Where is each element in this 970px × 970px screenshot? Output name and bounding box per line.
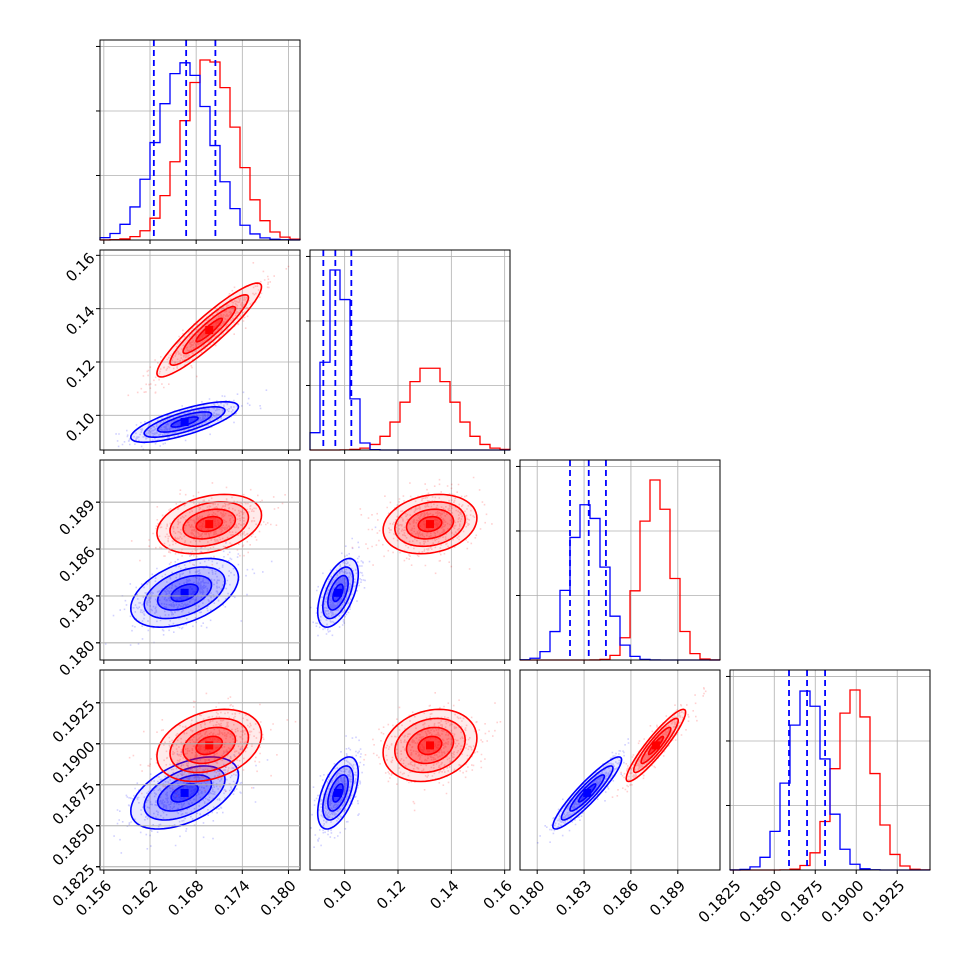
scatter-panel-2-1 bbox=[96, 459, 511, 664]
panel-frame bbox=[309, 669, 511, 871]
x-tick-label: 0.162 bbox=[118, 877, 161, 920]
y-tick-label: 0.1850 bbox=[49, 820, 99, 870]
peak-blue bbox=[180, 788, 189, 797]
y-tick-label: 0.180 bbox=[55, 637, 98, 680]
hist-panel-2 bbox=[516, 459, 721, 664]
x-tick-label: 0.168 bbox=[164, 877, 207, 920]
scatter-panel-1-0: 0.10 0.12 0.14 0.16 bbox=[62, 249, 301, 454]
histogram-blue bbox=[729, 690, 930, 871]
y-tick-label: 0.183 bbox=[55, 590, 98, 633]
x-tick-label: 0.1825 bbox=[695, 877, 745, 927]
x-tick-label: 0.183 bbox=[552, 877, 595, 920]
peak-red bbox=[651, 741, 660, 750]
panel-frame bbox=[309, 249, 511, 451]
y-tick-label: 0.186 bbox=[55, 543, 98, 586]
panel-frame bbox=[519, 459, 721, 661]
x-tick-label: 0.1850 bbox=[736, 877, 786, 927]
x-tick-label: 0.186 bbox=[599, 877, 642, 920]
histogram-blue bbox=[309, 269, 510, 451]
x-tick-label: 0.1875 bbox=[777, 877, 827, 927]
panel-frame bbox=[99, 459, 301, 661]
panel-content bbox=[310, 692, 502, 848]
panel-content bbox=[115, 262, 290, 450]
y-tick-label: 0.14 bbox=[62, 302, 98, 338]
panel-content bbox=[113, 692, 297, 854]
peak-red bbox=[205, 326, 214, 334]
x-tick-label: 0.189 bbox=[646, 877, 689, 920]
x-tick-label: 0.1900 bbox=[818, 877, 868, 927]
panel-frame bbox=[519, 669, 721, 871]
x-tick-label: 0.180 bbox=[257, 877, 300, 920]
peak-red bbox=[205, 741, 214, 750]
histogram-red bbox=[99, 59, 301, 241]
y-tick-label: 0.16 bbox=[62, 249, 98, 285]
peak-blue bbox=[334, 788, 342, 797]
panel-frame bbox=[729, 669, 931, 871]
peak-red bbox=[426, 520, 434, 529]
y-tick-label: 0.12 bbox=[62, 356, 98, 392]
x-tick-label: 0.1925 bbox=[859, 877, 909, 927]
histogram-blue bbox=[99, 62, 301, 241]
panel-content bbox=[310, 476, 493, 637]
peak-red bbox=[205, 520, 214, 529]
panel-frame bbox=[99, 249, 301, 451]
x-tick-label: 0.14 bbox=[426, 877, 462, 913]
histogram-red bbox=[309, 367, 511, 451]
panel-frame bbox=[309, 459, 511, 661]
y-tick-label: 0.10 bbox=[62, 409, 98, 445]
y-tick-label: 0.1900 bbox=[49, 738, 99, 788]
peak-red bbox=[426, 741, 434, 750]
y-tick-label: 0.1875 bbox=[49, 779, 99, 829]
peak-blue bbox=[583, 788, 592, 797]
panel-frame bbox=[99, 669, 301, 871]
y-tick-label: 0.1925 bbox=[49, 697, 99, 747]
panel-content bbox=[536, 687, 707, 844]
x-tick-label: 0.10 bbox=[320, 877, 356, 913]
x-tick-label: 0.180 bbox=[505, 877, 548, 920]
panel-frame bbox=[99, 39, 301, 241]
scatter-panel-3-0: 0.156 0.162 0.168 0.174 0.1800.18250.18500.1… bbox=[49, 669, 301, 920]
x-tick-label: 0.174 bbox=[211, 877, 254, 920]
x-tick-label: 0.12 bbox=[373, 877, 409, 913]
peak-blue bbox=[180, 588, 189, 597]
hist-panel-1 bbox=[306, 249, 511, 454]
peak-blue bbox=[180, 418, 189, 426]
hist-panel-0 bbox=[96, 39, 301, 244]
panel-content bbox=[104, 482, 286, 646]
peak-blue bbox=[334, 588, 342, 597]
y-tick-label: 0.189 bbox=[55, 496, 98, 539]
